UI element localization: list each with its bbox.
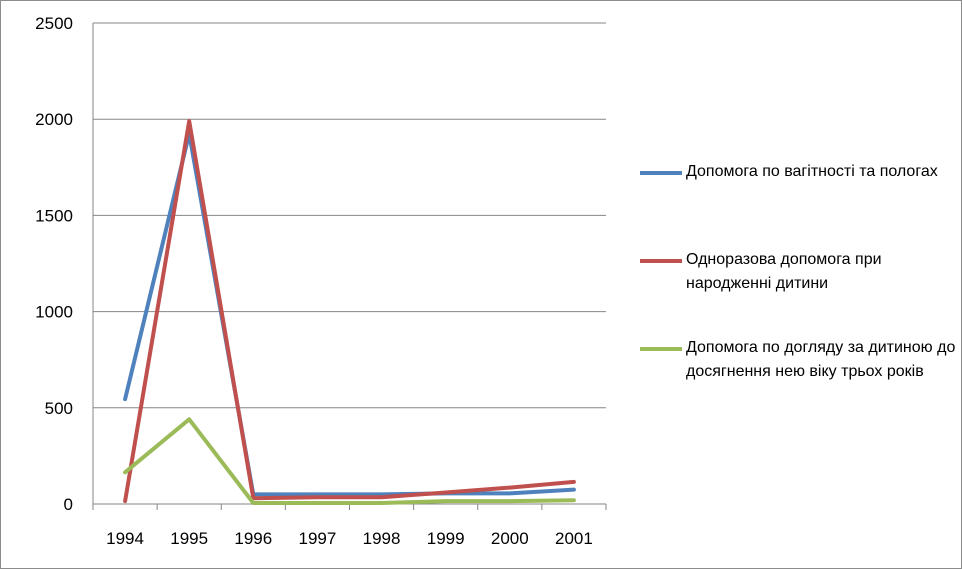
- legend-label-1: Одноразова допомога при народженні дитин…: [686, 251, 882, 292]
- x-tick-label-1: 1995: [170, 529, 208, 548]
- y-tick-label-5: 2500: [35, 14, 73, 33]
- y-tick-label-1: 500: [45, 399, 73, 418]
- legend-swatch-2: [640, 347, 682, 351]
- legend-label-2: Допомога по догляду за дитиною до досягн…: [686, 339, 956, 380]
- legend-swatch-0: [640, 171, 682, 175]
- x-tick-label-2: 1996: [234, 529, 272, 548]
- x-tick-label-4: 1998: [363, 529, 401, 548]
- y-tick-label-0: 0: [64, 495, 73, 514]
- legend-label-0: Допомога по вагітності та пологах: [686, 163, 938, 180]
- y-tick-label-2: 1000: [35, 303, 73, 322]
- x-tick-label-5: 1999: [427, 529, 465, 548]
- series-line-1: [123, 119, 576, 504]
- x-tick-label-3: 1997: [299, 529, 337, 548]
- x-tick-label-7: 2001: [555, 529, 593, 548]
- x-tick-label-0: 1994: [106, 529, 144, 548]
- legend-swatch-1: [640, 259, 682, 263]
- x-tick-label-6: 2000: [491, 529, 529, 548]
- series-line-2: [123, 417, 576, 505]
- y-tick-label-4: 2000: [35, 110, 73, 129]
- series-line-0: [123, 131, 576, 497]
- y-tick-label-3: 1500: [35, 206, 73, 225]
